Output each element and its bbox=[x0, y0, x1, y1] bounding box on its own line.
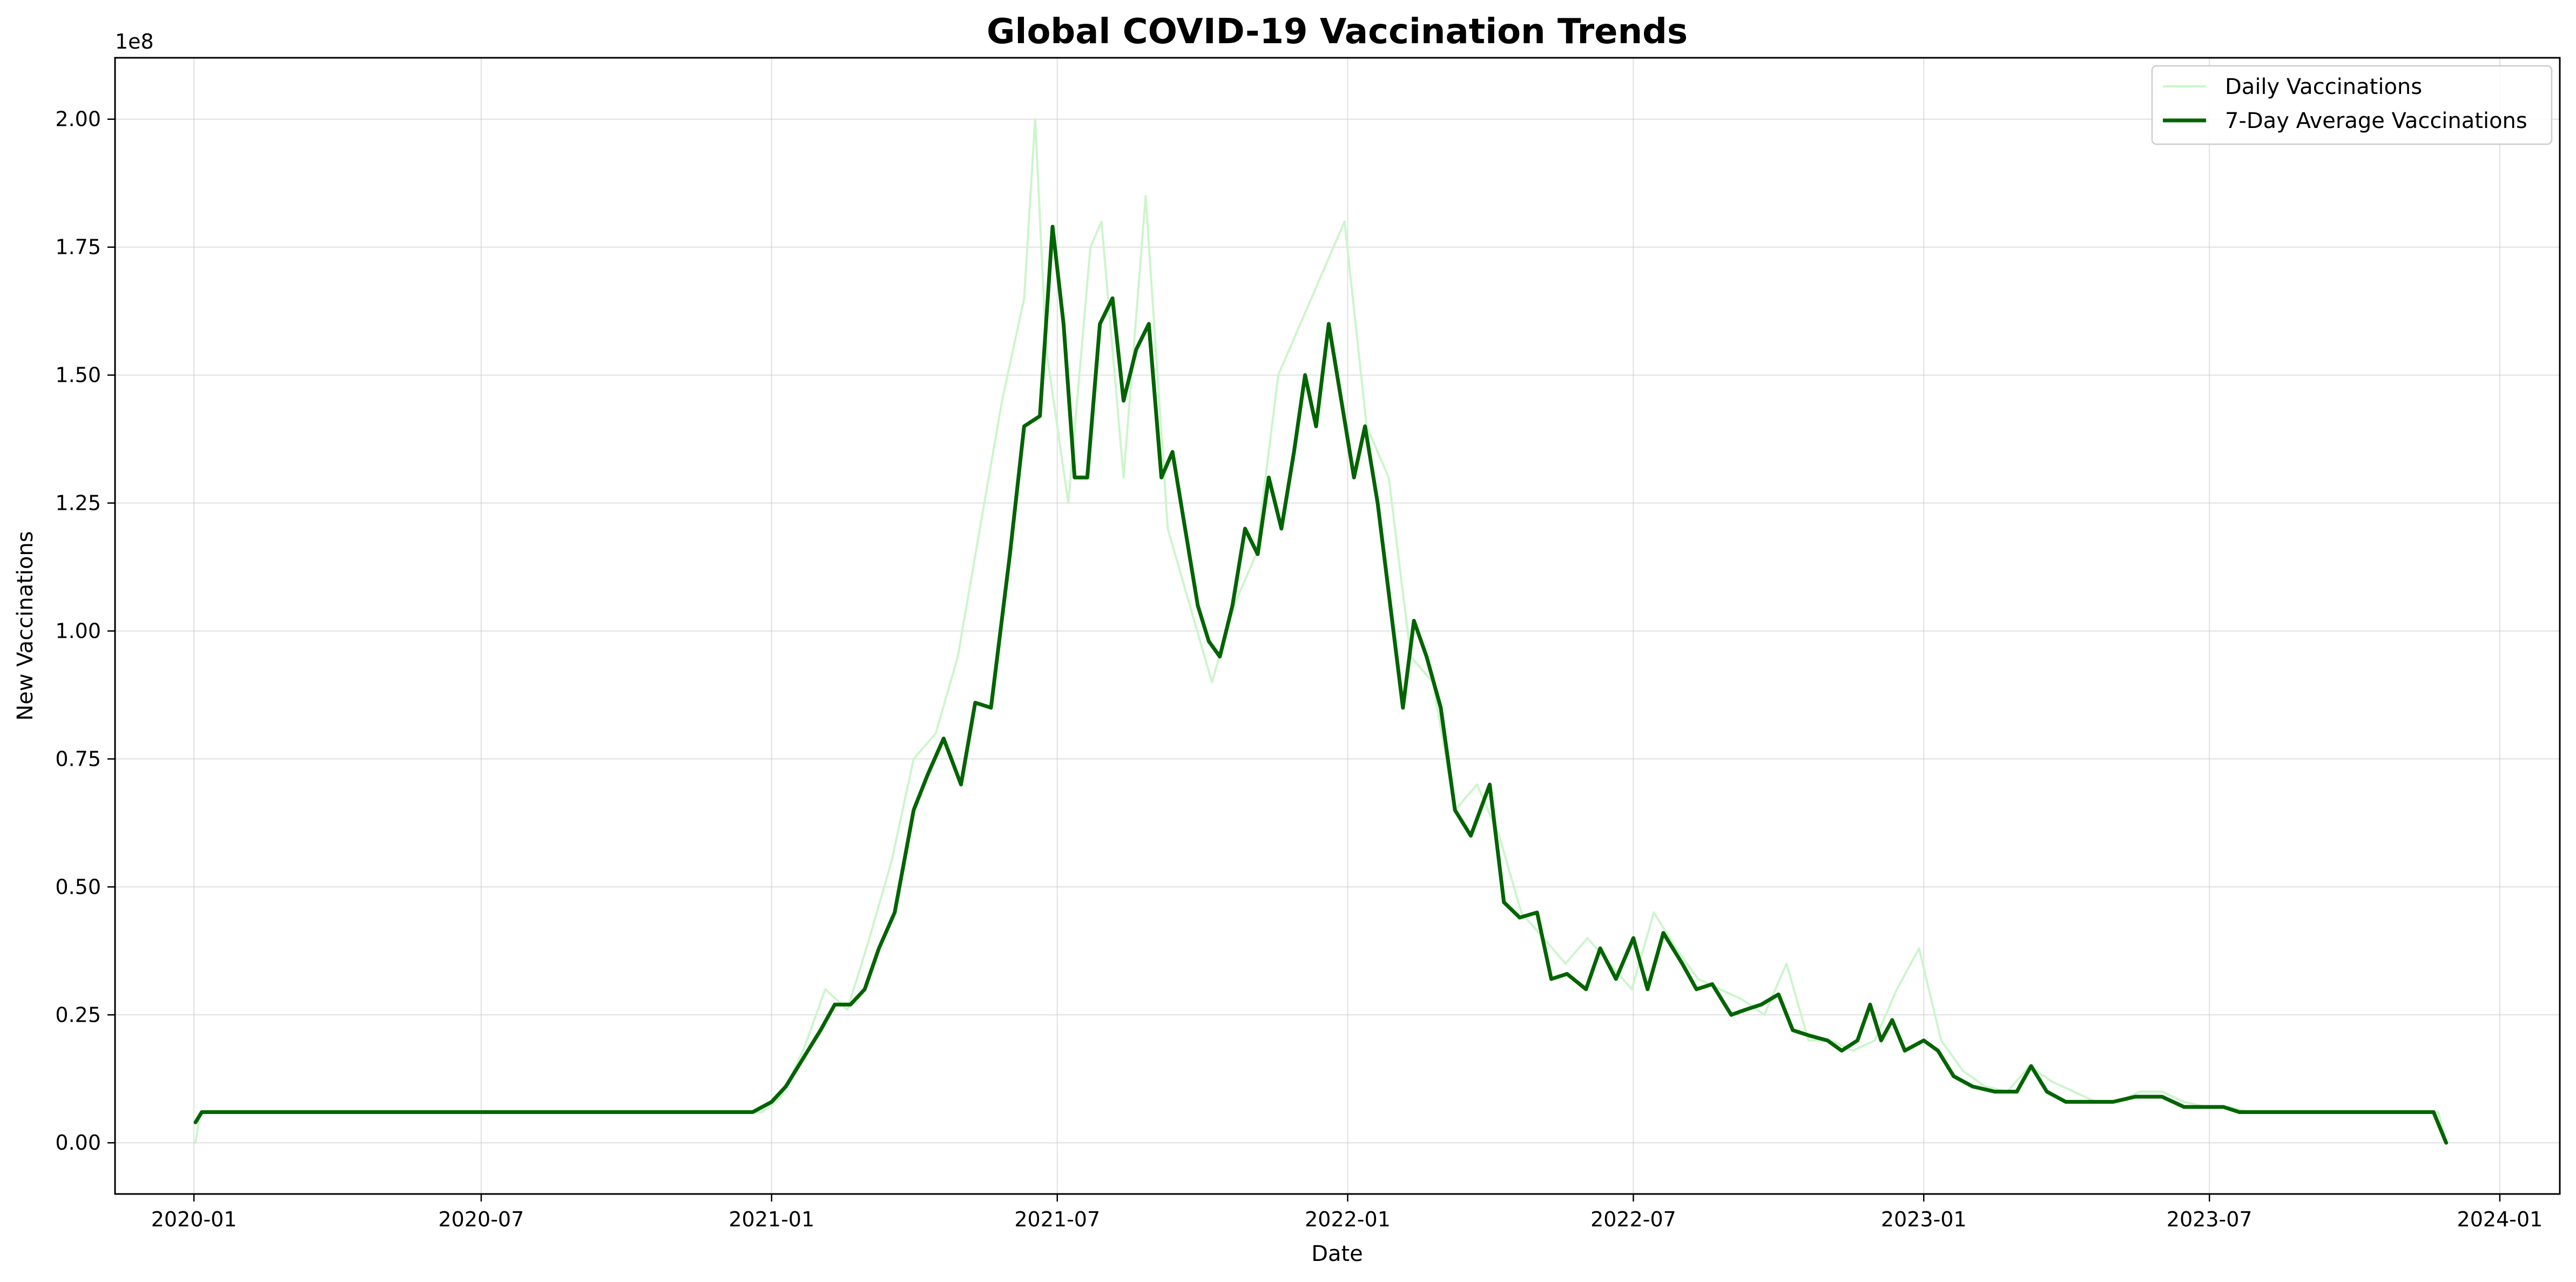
y-offset-text: 1e8 bbox=[115, 30, 154, 53]
series-line-7day-average bbox=[193, 225, 2449, 1145]
x-tick-label: 2023-01 bbox=[1881, 1207, 1967, 1231]
x-tick-label: 2023-07 bbox=[2167, 1207, 2253, 1231]
y-tick-label: 2.00 bbox=[55, 107, 101, 131]
y-axis-label: New Vaccinations bbox=[13, 531, 38, 720]
y-tick-label: 1.00 bbox=[55, 619, 101, 643]
x-tick-label: 2022-07 bbox=[1590, 1207, 1676, 1231]
x-axis-label: Date bbox=[1311, 1241, 1363, 1266]
legend: Daily Vaccinations 7-Day Average Vaccina… bbox=[2151, 65, 2553, 145]
y-tick-label: 1.25 bbox=[55, 491, 101, 515]
grid-layer bbox=[115, 58, 2560, 1194]
tick-layer: 2020-01 2020-07 2021-01 2021-07 2022-01 2022-… bbox=[55, 107, 2543, 1231]
y-tick-label: 1.50 bbox=[55, 363, 101, 387]
legend-label-7day-average: 7-Day Average Vaccinations bbox=[2225, 109, 2527, 133]
x-tick-label: 2022-01 bbox=[1305, 1207, 1391, 1231]
y-tick-label: 0.75 bbox=[55, 747, 101, 771]
x-tick-label: 2020-07 bbox=[439, 1207, 524, 1231]
legend-label-daily: Daily Vaccinations bbox=[2225, 75, 2422, 99]
x-tick-label: 2021-01 bbox=[729, 1207, 814, 1231]
y-tick-label: 0.25 bbox=[55, 1003, 101, 1027]
plot-frame bbox=[114, 57, 2561, 1195]
y-tick-label: 1.75 bbox=[55, 235, 101, 259]
y-tick-label: 0.50 bbox=[55, 875, 101, 899]
series-layer bbox=[193, 118, 2449, 1145]
x-tick-label: 2024-01 bbox=[2457, 1207, 2543, 1231]
legend-box bbox=[2151, 65, 2553, 145]
x-tick-label: 2021-07 bbox=[1014, 1207, 1100, 1231]
y-tick-label: 0.00 bbox=[55, 1131, 101, 1155]
x-tick-label: 2020-01 bbox=[151, 1207, 237, 1231]
chart-title: Global COVID-19 Vaccination Trends bbox=[987, 12, 1688, 52]
series-line-daily-vaccinations bbox=[194, 118, 2447, 1144]
